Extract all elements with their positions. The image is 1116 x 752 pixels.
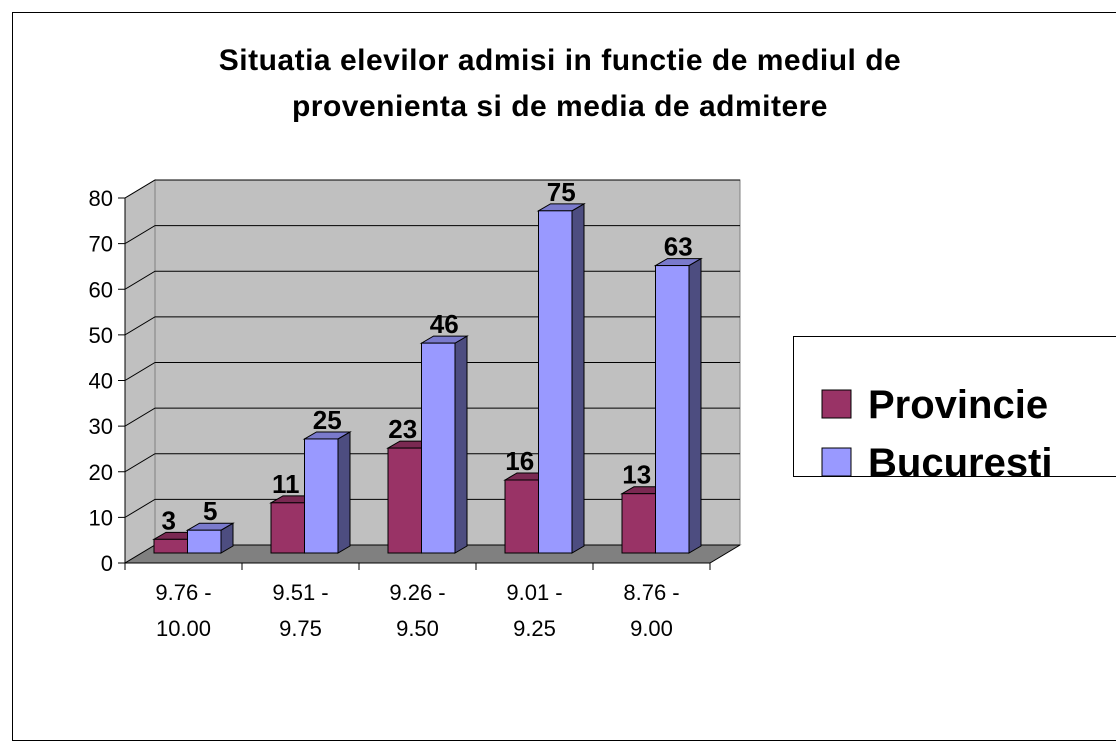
value-label: 23 xyxy=(388,414,417,444)
y-tick-label: 80 xyxy=(89,186,113,211)
bar-side xyxy=(454,335,468,554)
y-tick-label: 0 xyxy=(101,551,113,576)
y-tick-label: 60 xyxy=(89,277,113,302)
bar xyxy=(153,538,188,554)
legend-swatch xyxy=(821,389,852,419)
x-tick-label: 9.76 - 10.00 xyxy=(155,580,212,641)
x-tick-label: 8.76 - 9.00 xyxy=(623,580,680,641)
x-tick-label: 9.51 - 9.75 xyxy=(272,580,329,641)
bar xyxy=(655,265,690,554)
value-label: 75 xyxy=(547,177,576,207)
bar xyxy=(621,493,656,554)
legend-label: Provincie xyxy=(868,383,1048,427)
value-label: 5 xyxy=(203,496,217,526)
grid-line xyxy=(124,179,740,199)
bar xyxy=(270,502,305,554)
y-tick-label: 50 xyxy=(89,323,113,348)
y-tick-label: 40 xyxy=(89,369,113,394)
bar-side xyxy=(688,257,702,554)
bar xyxy=(421,342,456,554)
y-tick-label: 70 xyxy=(89,232,113,257)
y-tick-label: 10 xyxy=(89,505,113,530)
bar xyxy=(504,479,539,554)
floor-edge xyxy=(709,544,741,564)
value-label: 25 xyxy=(313,405,342,435)
y-tick-label: 20 xyxy=(89,460,113,485)
y-tick-label: 30 xyxy=(89,414,113,439)
legend-swatch xyxy=(821,447,852,477)
value-label: 3 xyxy=(162,505,176,535)
bar xyxy=(304,438,339,554)
value-label: 11 xyxy=(272,469,300,499)
bar xyxy=(187,529,222,554)
bar-side xyxy=(571,202,585,554)
chart-title: Situatia elevilor admisi in functie de m… xyxy=(218,44,902,123)
x-tick-label: 9.26 - 9.50 xyxy=(389,580,446,641)
bar-side xyxy=(337,431,351,554)
x-tick-label: 9.01 - 9.25 xyxy=(506,580,563,641)
bar xyxy=(538,210,573,554)
value-label: 63 xyxy=(664,232,693,262)
value-label: 16 xyxy=(505,446,534,476)
legend-label: Bucuresti xyxy=(868,441,1053,485)
value-label: 46 xyxy=(430,309,459,339)
bar xyxy=(387,447,422,554)
value-label: 13 xyxy=(622,460,651,490)
